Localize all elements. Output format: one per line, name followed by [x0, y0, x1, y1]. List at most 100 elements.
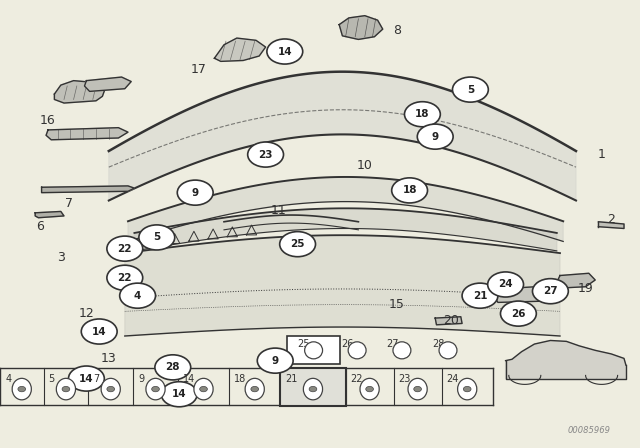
Circle shape — [267, 39, 303, 64]
Text: 9: 9 — [431, 132, 439, 142]
Circle shape — [161, 382, 197, 407]
Polygon shape — [42, 186, 134, 193]
Ellipse shape — [458, 378, 477, 400]
Polygon shape — [109, 72, 576, 201]
Text: 13: 13 — [101, 352, 116, 365]
Text: 24: 24 — [499, 280, 513, 289]
Text: 28: 28 — [432, 339, 444, 349]
Polygon shape — [494, 286, 560, 302]
Text: 14: 14 — [92, 327, 106, 336]
Circle shape — [280, 232, 316, 257]
Circle shape — [532, 279, 568, 304]
Circle shape — [62, 386, 70, 392]
Circle shape — [452, 77, 488, 102]
Polygon shape — [435, 317, 462, 325]
Circle shape — [248, 142, 284, 167]
Text: 26: 26 — [511, 309, 525, 319]
Text: 10: 10 — [357, 159, 372, 172]
Polygon shape — [214, 38, 266, 61]
Circle shape — [155, 355, 191, 380]
Circle shape — [107, 265, 143, 290]
Ellipse shape — [393, 342, 411, 359]
Ellipse shape — [305, 342, 323, 359]
Text: 9: 9 — [271, 356, 279, 366]
Text: 4: 4 — [134, 291, 141, 301]
Ellipse shape — [101, 378, 120, 400]
Text: 14: 14 — [278, 47, 292, 56]
Polygon shape — [339, 16, 383, 39]
Text: 24: 24 — [447, 374, 459, 383]
Text: 18: 18 — [403, 185, 417, 195]
Ellipse shape — [56, 378, 76, 400]
Circle shape — [107, 236, 143, 261]
Text: 14: 14 — [172, 389, 186, 399]
Polygon shape — [557, 273, 595, 288]
Circle shape — [404, 102, 440, 127]
Text: 20: 20 — [444, 314, 459, 327]
Text: 21: 21 — [473, 291, 487, 301]
Circle shape — [152, 386, 159, 392]
Text: 28: 28 — [166, 362, 180, 372]
FancyBboxPatch shape — [287, 336, 340, 364]
Circle shape — [200, 386, 207, 392]
Text: 8: 8 — [393, 24, 401, 37]
Ellipse shape — [408, 378, 428, 400]
Circle shape — [18, 386, 26, 392]
Circle shape — [488, 272, 524, 297]
FancyBboxPatch shape — [280, 368, 346, 406]
Circle shape — [462, 283, 498, 308]
Polygon shape — [84, 77, 131, 91]
Text: 00085969: 00085969 — [567, 426, 611, 435]
Circle shape — [139, 225, 175, 250]
Text: 22: 22 — [118, 273, 132, 283]
Text: 18: 18 — [234, 374, 246, 383]
Circle shape — [68, 366, 104, 391]
Ellipse shape — [245, 378, 264, 400]
Ellipse shape — [12, 378, 31, 400]
Text: 5: 5 — [153, 233, 161, 242]
Circle shape — [120, 283, 156, 308]
Text: 5: 5 — [49, 374, 55, 383]
Polygon shape — [506, 340, 626, 379]
Circle shape — [463, 386, 471, 392]
Polygon shape — [35, 211, 64, 218]
Circle shape — [392, 178, 428, 203]
Text: 23: 23 — [399, 374, 411, 383]
Circle shape — [414, 386, 421, 392]
Circle shape — [257, 348, 293, 373]
Text: 25: 25 — [298, 339, 310, 349]
Text: 7: 7 — [65, 197, 73, 211]
Text: 26: 26 — [341, 339, 353, 349]
Ellipse shape — [303, 378, 323, 400]
Text: 6: 6 — [36, 220, 44, 233]
Text: 1: 1 — [598, 148, 605, 161]
Text: 25: 25 — [291, 239, 305, 249]
Text: 16: 16 — [40, 114, 56, 128]
Circle shape — [251, 386, 259, 392]
Text: 5: 5 — [467, 85, 474, 95]
Circle shape — [107, 386, 115, 392]
Text: 4: 4 — [5, 374, 12, 383]
Text: 21: 21 — [285, 374, 298, 383]
Ellipse shape — [194, 378, 213, 400]
Circle shape — [177, 180, 213, 205]
Circle shape — [417, 124, 453, 149]
Polygon shape — [134, 208, 557, 251]
Text: 14: 14 — [79, 374, 93, 383]
Circle shape — [500, 301, 536, 326]
Text: 9: 9 — [191, 188, 199, 198]
Polygon shape — [598, 222, 624, 228]
Text: 15: 15 — [389, 298, 404, 311]
Ellipse shape — [348, 342, 366, 359]
Ellipse shape — [439, 342, 457, 359]
Polygon shape — [128, 177, 563, 241]
Circle shape — [81, 319, 117, 344]
Text: 9: 9 — [138, 374, 145, 383]
Ellipse shape — [146, 378, 165, 400]
Text: 3: 3 — [57, 251, 65, 264]
Circle shape — [309, 386, 317, 392]
Text: 22: 22 — [118, 244, 132, 254]
Circle shape — [366, 386, 374, 392]
Polygon shape — [125, 235, 560, 336]
Text: 12: 12 — [79, 307, 94, 320]
